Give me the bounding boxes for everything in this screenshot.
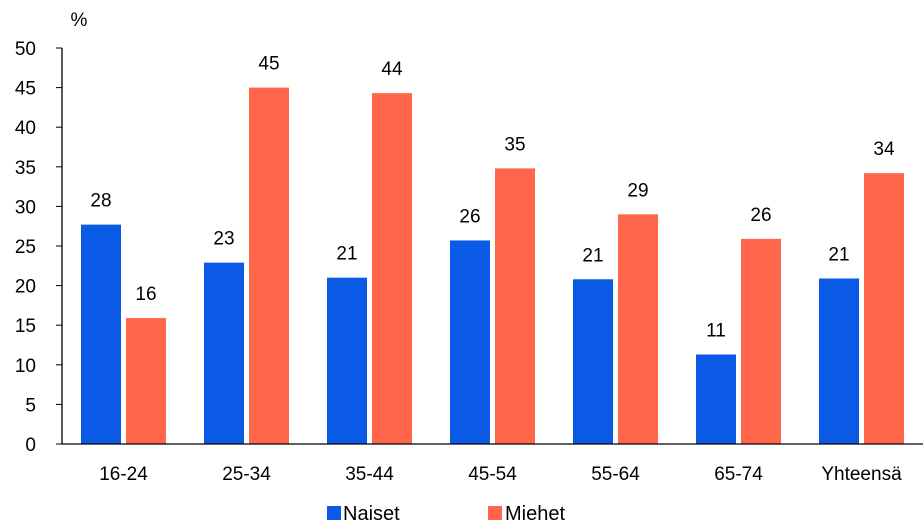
value-label-miehet-35-44: 44 bbox=[381, 59, 403, 80]
value-label-naiset-16-24: 28 bbox=[90, 191, 111, 212]
y-tick-label: 30 bbox=[15, 197, 36, 218]
legend: Naiset Miehet bbox=[327, 503, 565, 525]
x-tick-label-55-64: 55-64 bbox=[591, 464, 640, 485]
value-labels: 28 16 23 45 21 44 26 35 21 29 11 26 21 34 bbox=[90, 54, 895, 342]
x-tick-label-45-54: 45-54 bbox=[468, 464, 517, 485]
value-label-miehet-16-24: 16 bbox=[135, 284, 156, 305]
value-label-naiset-25-34: 23 bbox=[213, 229, 234, 250]
bar-miehet-25-34 bbox=[249, 87, 289, 444]
x-tick-label-25-34: 25-34 bbox=[222, 464, 271, 485]
y-tick-label: 50 bbox=[15, 39, 36, 60]
value-label-naiset-55-64: 21 bbox=[582, 245, 603, 266]
bar-miehet-65-74 bbox=[741, 238, 781, 444]
bar-naiset-25-34 bbox=[204, 262, 244, 444]
bar-naiset-45-54 bbox=[450, 240, 490, 444]
bars bbox=[81, 87, 904, 445]
legend-label-miehet: Miehet bbox=[505, 503, 565, 525]
y-tick-label: 20 bbox=[15, 277, 36, 298]
y-tick-label: 25 bbox=[15, 237, 36, 258]
y-tick-label: 35 bbox=[15, 158, 36, 179]
y-tick-label: 5 bbox=[25, 395, 36, 416]
legend-label-naiset: Naiset bbox=[343, 503, 400, 525]
y-tick-label: 10 bbox=[15, 356, 36, 377]
value-label-miehet-45-54: 35 bbox=[504, 134, 525, 155]
y-tick-label: 40 bbox=[15, 118, 36, 139]
y-tick-label: 15 bbox=[15, 316, 36, 337]
value-label-miehet-55-64: 29 bbox=[627, 180, 648, 201]
bar-miehet-35-44 bbox=[372, 93, 412, 445]
legend-swatch-miehet bbox=[488, 506, 502, 520]
y-axis-label: % bbox=[71, 10, 88, 31]
value-label-naiset-65-74: 11 bbox=[706, 321, 726, 342]
x-tick-label-65-74: 65-74 bbox=[714, 464, 763, 485]
value-label-miehet-65-74: 26 bbox=[750, 205, 771, 226]
axes bbox=[61, 48, 923, 445]
value-label-naiset-yhteens: 21 bbox=[828, 244, 849, 265]
bar-naiset-yhteens bbox=[819, 278, 859, 444]
y-tick-label: 0 bbox=[25, 435, 36, 456]
bar-naiset-65-74 bbox=[696, 354, 736, 444]
bar-miehet-55-64 bbox=[618, 214, 658, 444]
x-tick-label-35-44: 35-44 bbox=[345, 464, 394, 485]
value-label-naiset-35-44: 21 bbox=[336, 244, 357, 265]
x-tick-label-yhteens: Yhteensä bbox=[821, 464, 902, 485]
bar-miehet-45-54 bbox=[495, 168, 535, 444]
value-label-miehet-25-34: 45 bbox=[258, 54, 279, 75]
x-axis-ticks: 16-24 25-34 35-44 45-54 55-64 65-74 Yhteensä bbox=[99, 464, 902, 485]
bar-naiset-16-24 bbox=[81, 224, 121, 444]
bar-naiset-35-44 bbox=[327, 277, 367, 444]
bar-naiset-55-64 bbox=[573, 279, 613, 444]
y-tick-label: 45 bbox=[15, 79, 36, 100]
x-tick-label-16-24: 16-24 bbox=[99, 464, 148, 485]
legend-swatch-naiset bbox=[327, 506, 341, 520]
bar-miehet-yhteens bbox=[864, 173, 904, 445]
bar-miehet-16-24 bbox=[126, 318, 166, 444]
value-label-miehet-yhteens: 34 bbox=[873, 139, 895, 160]
y-axis-ticks: 0 5 10 15 20 25 30 35 40 45 50 bbox=[15, 39, 62, 456]
value-label-naiset-45-54: 26 bbox=[459, 206, 480, 227]
